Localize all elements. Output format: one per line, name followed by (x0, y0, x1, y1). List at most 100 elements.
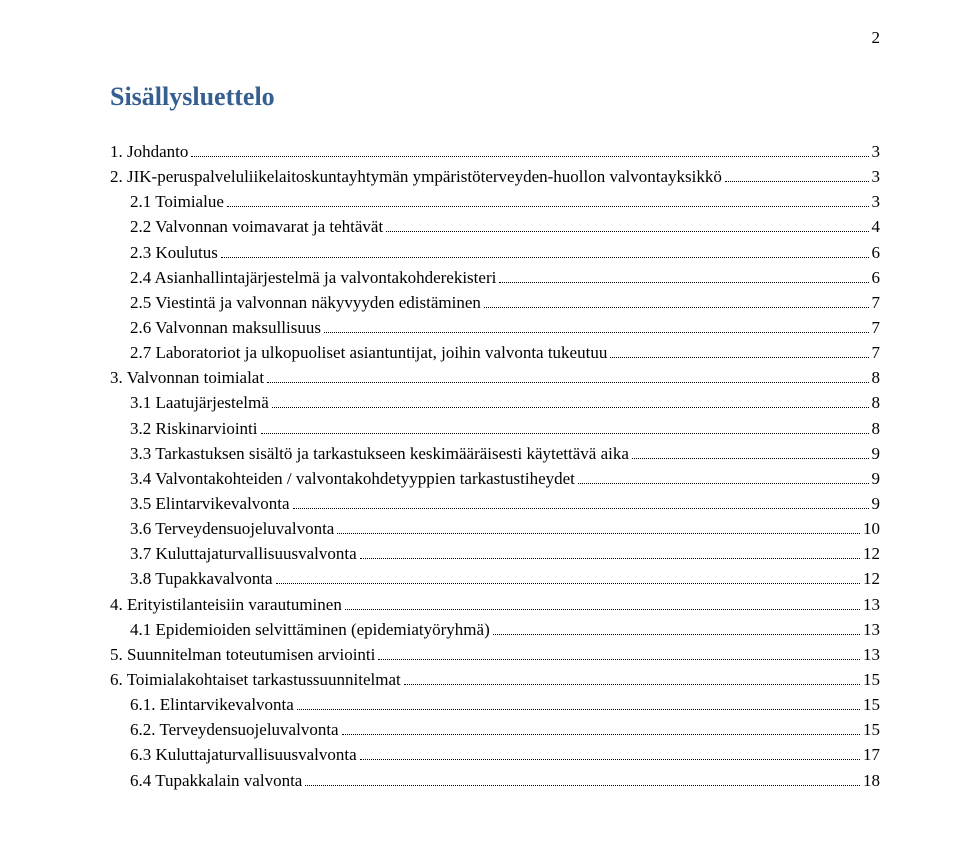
toc-entry[interactable]: 1. Johdanto 3 (110, 140, 880, 165)
toc-entry-label: 6.1. Elintarvikevalvonta (130, 693, 294, 718)
toc-entry-label: 3.1 Laatujärjestelmä (130, 391, 269, 416)
toc-entry-label: 3.2 Riskinarviointi (130, 417, 258, 442)
toc-entry[interactable]: 3.6 Terveydensuojeluvalvonta 10 (110, 517, 880, 542)
toc-entry-page: 10 (863, 517, 880, 542)
toc-entry-page: 3 (872, 190, 881, 215)
toc-entry-label: 6.4 Tupakkalain valvonta (130, 769, 302, 794)
toc-entry-label: 3.7 Kuluttajaturvallisuusvalvonta (130, 542, 357, 567)
toc-entry-label: 2. JIK-peruspalveluliikelaitoskuntayhtym… (110, 165, 722, 190)
page-number: 2 (872, 28, 881, 48)
toc-entry[interactable]: 6.1. Elintarvikevalvonta 15 (110, 693, 880, 718)
toc-entry[interactable]: 2.6 Valvonnan maksullisuus 7 (110, 316, 880, 341)
toc-entry-label: 2.1 Toimialue (130, 190, 224, 215)
toc-entry[interactable]: 3.3 Tarkastuksen sisältö ja tarkastuksee… (110, 442, 880, 467)
toc-entry-label: 2.2 Valvonnan voimavarat ja tehtävät (130, 215, 383, 240)
toc-entry[interactable]: 3.5 Elintarvikevalvonta 9 (110, 492, 880, 517)
toc-entry-label: 3.4 Valvontakohteiden / valvontakohdetyy… (130, 467, 575, 492)
toc-entry[interactable]: 3. Valvonnan toimialat 8 (110, 366, 880, 391)
toc-entry-label: 3.5 Elintarvikevalvonta (130, 492, 290, 517)
toc-entry-label: 2.7 Laboratoriot ja ulkopuoliset asiantu… (130, 341, 607, 366)
toc-entry-label: 2.5 Viestintä ja valvonnan näkyvyyden ed… (130, 291, 481, 316)
toc-entry-page: 6 (872, 241, 881, 266)
toc-entry-page: 13 (863, 593, 880, 618)
toc-entry-label: 3.8 Tupakkavalvonta (130, 567, 273, 592)
toc-leader-dots (360, 558, 860, 559)
toc-leader-dots (342, 734, 860, 735)
toc-entry-page: 17 (863, 743, 880, 768)
toc-entry[interactable]: 4.1 Epidemioiden selvittäminen (epidemia… (110, 618, 880, 643)
toc-entry[interactable]: 2.7 Laboratoriot ja ulkopuoliset asiantu… (110, 341, 880, 366)
toc-entry-page: 13 (863, 618, 880, 643)
toc-entry[interactable]: 4. Erityistilanteisiin varautuminen 13 (110, 593, 880, 618)
toc-list: 1. Johdanto 3 2. JIK-peruspalveluliikelait… (110, 140, 880, 793)
toc-leader-dots (404, 684, 860, 685)
toc-leader-dots (227, 206, 869, 207)
toc-entry-page: 12 (863, 542, 880, 567)
toc-entry-page: 15 (863, 693, 880, 718)
toc-entry-label: 2.4 Asianhallintajärjestelmä ja valvonta… (130, 266, 496, 291)
toc-entry-label: 3.6 Terveydensuojeluvalvonta (130, 517, 334, 542)
toc-entry-label: 3. Valvonnan toimialat (110, 366, 264, 391)
toc-leader-dots (578, 483, 869, 484)
toc-entry[interactable]: 3.4 Valvontakohteiden / valvontakohdetyy… (110, 467, 880, 492)
toc-leader-dots (276, 583, 860, 584)
toc-leader-dots (610, 357, 868, 358)
toc-entry[interactable]: 2.1 Toimialue 3 (110, 190, 880, 215)
toc-leader-dots (267, 382, 868, 383)
toc-entry-page: 7 (872, 341, 881, 366)
toc-entry[interactable]: 5. Suunnitelman toteutumisen arviointi 13 (110, 643, 880, 668)
toc-entry-page: 9 (872, 442, 881, 467)
toc-entry[interactable]: 6.3 Kuluttajaturvallisuusvalvonta 17 (110, 743, 880, 768)
toc-entry-page: 9 (872, 467, 881, 492)
toc-entry-label: 4. Erityistilanteisiin varautuminen (110, 593, 342, 618)
toc-title: Sisällysluettelo (110, 82, 880, 112)
toc-entry-page: 9 (872, 492, 881, 517)
toc-leader-dots (386, 231, 868, 232)
toc-entry[interactable]: 3.7 Kuluttajaturvallisuusvalvonta 12 (110, 542, 880, 567)
toc-leader-dots (261, 433, 869, 434)
toc-entry-page: 3 (872, 165, 881, 190)
toc-entry[interactable]: 2.4 Asianhallintajärjestelmä ja valvonta… (110, 266, 880, 291)
toc-entry-page: 15 (863, 718, 880, 743)
toc-entry-page: 3 (872, 140, 881, 165)
toc-leader-dots (221, 257, 869, 258)
toc-leader-dots (360, 759, 860, 760)
toc-leader-dots (345, 609, 860, 610)
toc-entry-label: 5. Suunnitelman toteutumisen arviointi (110, 643, 375, 668)
toc-entry-page: 8 (872, 391, 881, 416)
toc-entry[interactable]: 3.8 Tupakkavalvonta 12 (110, 567, 880, 592)
toc-leader-dots (337, 533, 860, 534)
toc-leader-dots (378, 659, 860, 660)
toc-entry[interactable]: 2.2 Valvonnan voimavarat ja tehtävät 4 (110, 215, 880, 240)
toc-entry-page: 6 (872, 266, 881, 291)
toc-leader-dots (305, 785, 860, 786)
toc-entry[interactable]: 3.1 Laatujärjestelmä 8 (110, 391, 880, 416)
toc-entry-label: 1. Johdanto (110, 140, 188, 165)
toc-entry-page: 12 (863, 567, 880, 592)
toc-leader-dots (484, 307, 869, 308)
toc-entry[interactable]: 6.2. Terveydensuojeluvalvonta15 (110, 718, 880, 743)
toc-leader-dots (191, 156, 868, 157)
toc-entry[interactable]: 2.5 Viestintä ja valvonnan näkyvyyden ed… (110, 291, 880, 316)
toc-leader-dots (293, 508, 869, 509)
toc-entry-page: 7 (872, 316, 881, 341)
toc-leader-dots (632, 458, 869, 459)
toc-entry-label: 2.6 Valvonnan maksullisuus (130, 316, 321, 341)
toc-entry[interactable]: 2.3 Koulutus 6 (110, 241, 880, 266)
toc-entry-page: 8 (872, 366, 881, 391)
toc-entry-label: 6.3 Kuluttajaturvallisuusvalvonta (130, 743, 357, 768)
toc-leader-dots (725, 181, 869, 182)
toc-entry[interactable]: 6. Toimialakohtaiset tarkastussuunnitelm… (110, 668, 880, 693)
toc-entry-page: 13 (863, 643, 880, 668)
toc-leader-dots (272, 407, 869, 408)
toc-entry[interactable]: 3.2 Riskinarviointi8 (110, 417, 880, 442)
toc-entry[interactable]: 6.4 Tupakkalain valvonta18 (110, 769, 880, 794)
toc-leader-dots (297, 709, 860, 710)
toc-entry[interactable]: 2. JIK-peruspalveluliikelaitoskuntayhtym… (110, 165, 880, 190)
toc-entry-label: 3.3 Tarkastuksen sisältö ja tarkastuksee… (130, 442, 629, 467)
toc-entry-page: 15 (863, 668, 880, 693)
toc-entry-page: 7 (872, 291, 881, 316)
toc-leader-dots (324, 332, 869, 333)
toc-entry-page: 4 (872, 215, 881, 240)
toc-entry-label: 2.3 Koulutus (130, 241, 218, 266)
